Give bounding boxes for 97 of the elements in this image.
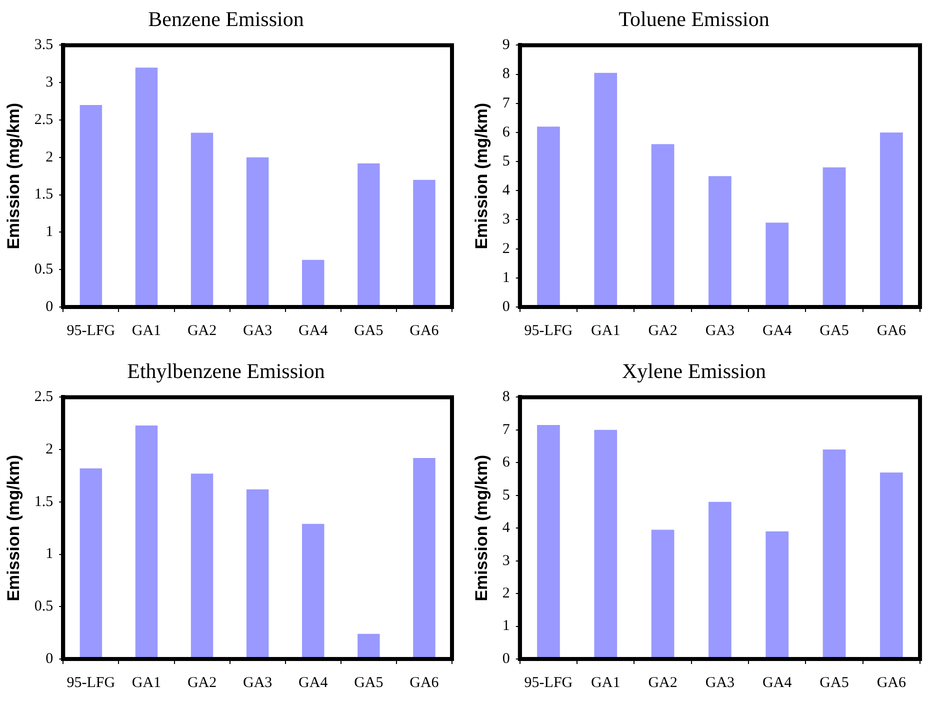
y-tick-label: 2.5	[34, 112, 54, 128]
bar	[880, 472, 903, 658]
bar	[246, 157, 269, 306]
y-tick-label: 1	[46, 224, 54, 240]
y-tick-label: 0	[502, 650, 510, 667]
y-tick-label: 0.5	[34, 598, 54, 615]
x-tick-label: 95-LFG	[66, 322, 116, 339]
x-tick-label: GA4	[762, 322, 792, 339]
y-axis-title: Emission (mg/km)	[4, 102, 23, 250]
x-tick-label: GA5	[820, 674, 849, 691]
bar	[594, 72, 618, 306]
bar	[708, 176, 732, 306]
y-tick-label: 5	[502, 153, 510, 170]
x-tick-label: GA6	[876, 322, 906, 339]
y-tick-label: 5	[502, 487, 510, 504]
y-tick-label: 1	[502, 270, 510, 286]
y-tick-label: 2	[502, 585, 510, 602]
x-tick-label: GA3	[242, 674, 272, 691]
y-tick-label: 0	[502, 298, 510, 315]
y-tick-label: 0	[46, 650, 54, 667]
bar	[413, 458, 436, 658]
x-tick-label: GA5	[354, 322, 384, 339]
bar	[594, 430, 618, 658]
x-tick-label: GA1	[591, 322, 620, 339]
y-tick-label: 0	[46, 298, 54, 315]
bar	[651, 144, 674, 306]
bar	[822, 450, 846, 658]
bar	[80, 468, 102, 658]
bar	[537, 425, 560, 658]
y-tick-label: 2	[46, 441, 54, 458]
x-tick-label: GA6	[410, 322, 440, 339]
chart-title: Ethylbenzene Emission	[127, 359, 326, 384]
x-tick-label: GA1	[132, 674, 162, 691]
y-tick-label: 3	[46, 74, 54, 91]
bar	[880, 132, 903, 306]
x-tick-label: GA5	[820, 322, 849, 339]
bar	[766, 222, 789, 306]
bar	[537, 126, 560, 306]
chart-title: Toluene Emission	[618, 7, 770, 32]
x-tick-label: GA4	[298, 322, 328, 339]
y-tick-label: 1	[502, 618, 510, 634]
bar	[822, 167, 846, 306]
x-tick-label: GA3	[705, 674, 735, 691]
bar	[302, 524, 324, 658]
bar	[413, 180, 436, 306]
y-tick-label: 7	[502, 422, 510, 438]
y-tick-label: 8	[502, 389, 510, 406]
y-tick-label: 2	[502, 240, 510, 257]
chart-title: Benzene Emission	[148, 7, 304, 32]
bar	[135, 425, 158, 658]
bar	[651, 530, 674, 658]
x-tick-label: GA1	[132, 322, 162, 339]
x-tick-label: GA6	[876, 674, 906, 691]
chart-title: Xylene Emission	[622, 359, 767, 384]
y-tick-label: 2.5	[34, 389, 54, 406]
x-tick-label: GA4	[762, 674, 792, 691]
y-tick-label: 8	[502, 66, 510, 82]
x-tick-label: GA2	[648, 674, 678, 691]
y-tick-label: 2	[46, 149, 54, 166]
bar	[190, 132, 214, 306]
bar	[190, 474, 214, 658]
bar	[358, 634, 380, 658]
y-tick-label: 7	[502, 95, 510, 112]
x-tick-label: GA3	[242, 322, 272, 339]
bar	[302, 260, 324, 306]
bar	[708, 502, 732, 658]
x-tick-label: GA3	[705, 322, 735, 339]
x-tick-label: 95-LFG	[524, 674, 573, 691]
y-axis-title: Emission (mg/km)	[472, 102, 491, 250]
y-tick-label: 1	[46, 546, 54, 562]
x-tick-label: GA6	[410, 674, 440, 691]
bar	[246, 489, 269, 658]
y-tick-label: 6	[502, 454, 510, 471]
bar	[766, 531, 789, 658]
x-tick-label: GA1	[591, 674, 620, 691]
y-tick-label: 3.5	[34, 37, 54, 54]
y-tick-label: 9	[502, 37, 510, 54]
y-axis-title: Emission (mg/km)	[472, 454, 491, 602]
y-tick-label: 1.5	[34, 494, 54, 510]
y-tick-label: 6	[502, 124, 510, 140]
x-tick-label: GA2	[187, 322, 217, 339]
x-tick-label: 95-LFG	[524, 322, 573, 339]
y-tick-label: 3	[502, 552, 510, 569]
x-tick-label: GA2	[187, 674, 217, 691]
x-tick-label: GA4	[298, 674, 328, 691]
y-axis-title: Emission (mg/km)	[4, 454, 23, 602]
y-tick-label: 3	[502, 212, 510, 228]
x-tick-label: GA2	[648, 322, 678, 339]
bar	[135, 68, 158, 306]
x-tick-label: 95-LFG	[66, 674, 116, 691]
y-tick-label: 4	[502, 520, 510, 536]
x-tick-label: GA5	[354, 674, 384, 691]
y-tick-label: 0.5	[34, 262, 54, 278]
y-tick-label: 1.5	[34, 186, 54, 203]
bar	[358, 163, 380, 306]
y-tick-label: 4	[502, 182, 510, 199]
bar	[80, 105, 102, 306]
